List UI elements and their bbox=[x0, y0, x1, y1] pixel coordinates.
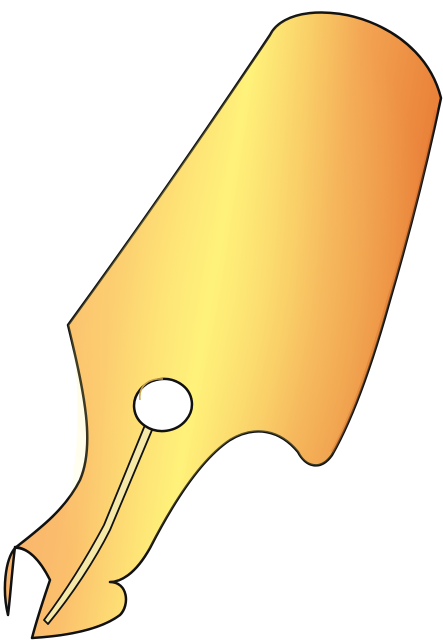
nib-slit bbox=[43, 424, 153, 625]
nib-glow bbox=[32, 12, 441, 638]
nib-left-tine-edge bbox=[14, 547, 51, 581]
nib-right-edge-shade bbox=[330, 109, 438, 453]
breather-hole-shadow bbox=[139, 378, 164, 401]
